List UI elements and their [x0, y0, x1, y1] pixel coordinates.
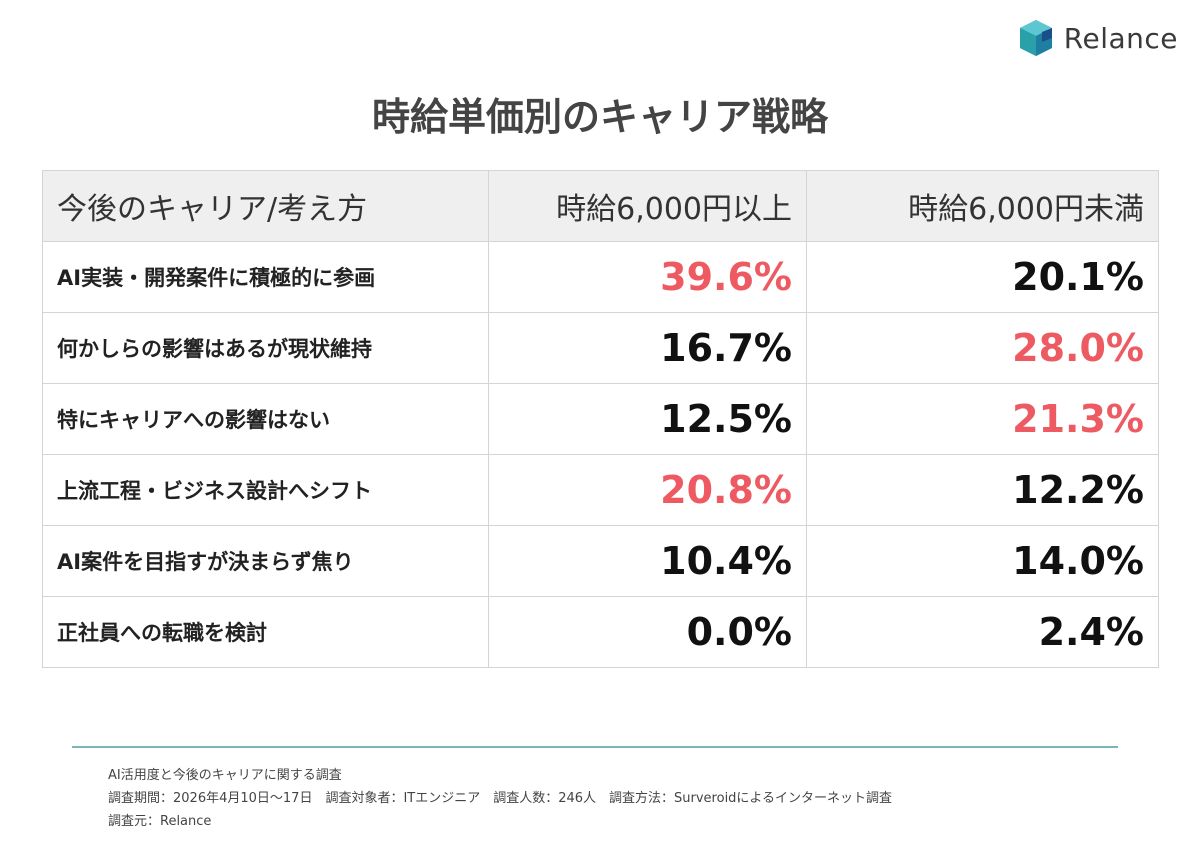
value-high-rate: 10.4%: [488, 525, 807, 597]
table-row: AI案件を目指すが決まらず焦り 10.4% 14.0%: [42, 525, 1159, 597]
value-high-rate: 12.5%: [488, 383, 807, 455]
value-high-rate: 39.6%: [488, 241, 807, 313]
row-label: AI実装・開発案件に積極的に参画: [42, 241, 489, 313]
survey-details: 調査期間：2026年4月10日〜17日 調査対象者：ITエンジニア 調査人数：2…: [108, 791, 893, 806]
brand-name: Relance: [1063, 21, 1178, 55]
row-label: 上流工程・ビジネス設計へシフト: [42, 454, 489, 526]
table-row: 上流工程・ビジネス設計へシフト 20.8% 12.2%: [42, 454, 1159, 526]
relance-logo-icon: [1019, 20, 1052, 56]
value-low-rate: 21.3%: [806, 383, 1159, 455]
value-low-rate: 2.4%: [806, 596, 1159, 668]
value-high-rate: 20.8%: [488, 454, 807, 526]
table-row: AI実装・開発案件に積極的に参画 39.6% 20.1%: [42, 241, 1159, 313]
header-high-rate: 時給6,000円以上: [488, 170, 807, 242]
value-low-rate: 12.2%: [806, 454, 1159, 526]
row-label: 正社員への転職を検討: [42, 596, 489, 668]
table-header-row: 今後のキャリア/考え方 時給6,000円以上 時給6,000円未満: [42, 170, 1159, 242]
value-low-rate: 14.0%: [806, 525, 1159, 597]
value-low-rate: 20.1%: [806, 241, 1159, 313]
table-row: 特にキャリアへの影響はない 12.5% 21.3%: [42, 383, 1159, 455]
survey-footer: AI活用度と今後のキャリアに関する調査 調査期間：2026年4月10日〜17日 …: [108, 764, 892, 833]
table-row: 正社員への転職を検討 0.0% 2.4%: [42, 596, 1159, 668]
header-low-rate: 時給6,000円未満: [806, 170, 1159, 242]
footer-divider: [72, 746, 1118, 748]
value-high-rate: 0.0%: [488, 596, 807, 668]
header-career: 今後のキャリア/考え方: [42, 170, 489, 242]
survey-title: AI活用度と今後のキャリアに関する調査: [108, 768, 342, 783]
brand-logo: Relance: [1016, 18, 1178, 58]
table-row: 何かしらの影響はあるが現状維持 16.7% 28.0%: [42, 312, 1159, 384]
value-high-rate: 16.7%: [488, 312, 807, 384]
row-label: 特にキャリアへの影響はない: [42, 383, 489, 455]
survey-source: 調査元：Relance: [108, 814, 212, 829]
row-label: 何かしらの影響はあるが現状維持: [42, 312, 489, 384]
data-table: 今後のキャリア/考え方 時給6,000円以上 時給6,000円未満 AI実装・開…: [42, 170, 1159, 668]
row-label: AI案件を目指すが決まらず焦り: [42, 525, 489, 597]
page-title: 時給単価別のキャリア戦略: [371, 95, 828, 139]
value-low-rate: 28.0%: [806, 312, 1159, 384]
